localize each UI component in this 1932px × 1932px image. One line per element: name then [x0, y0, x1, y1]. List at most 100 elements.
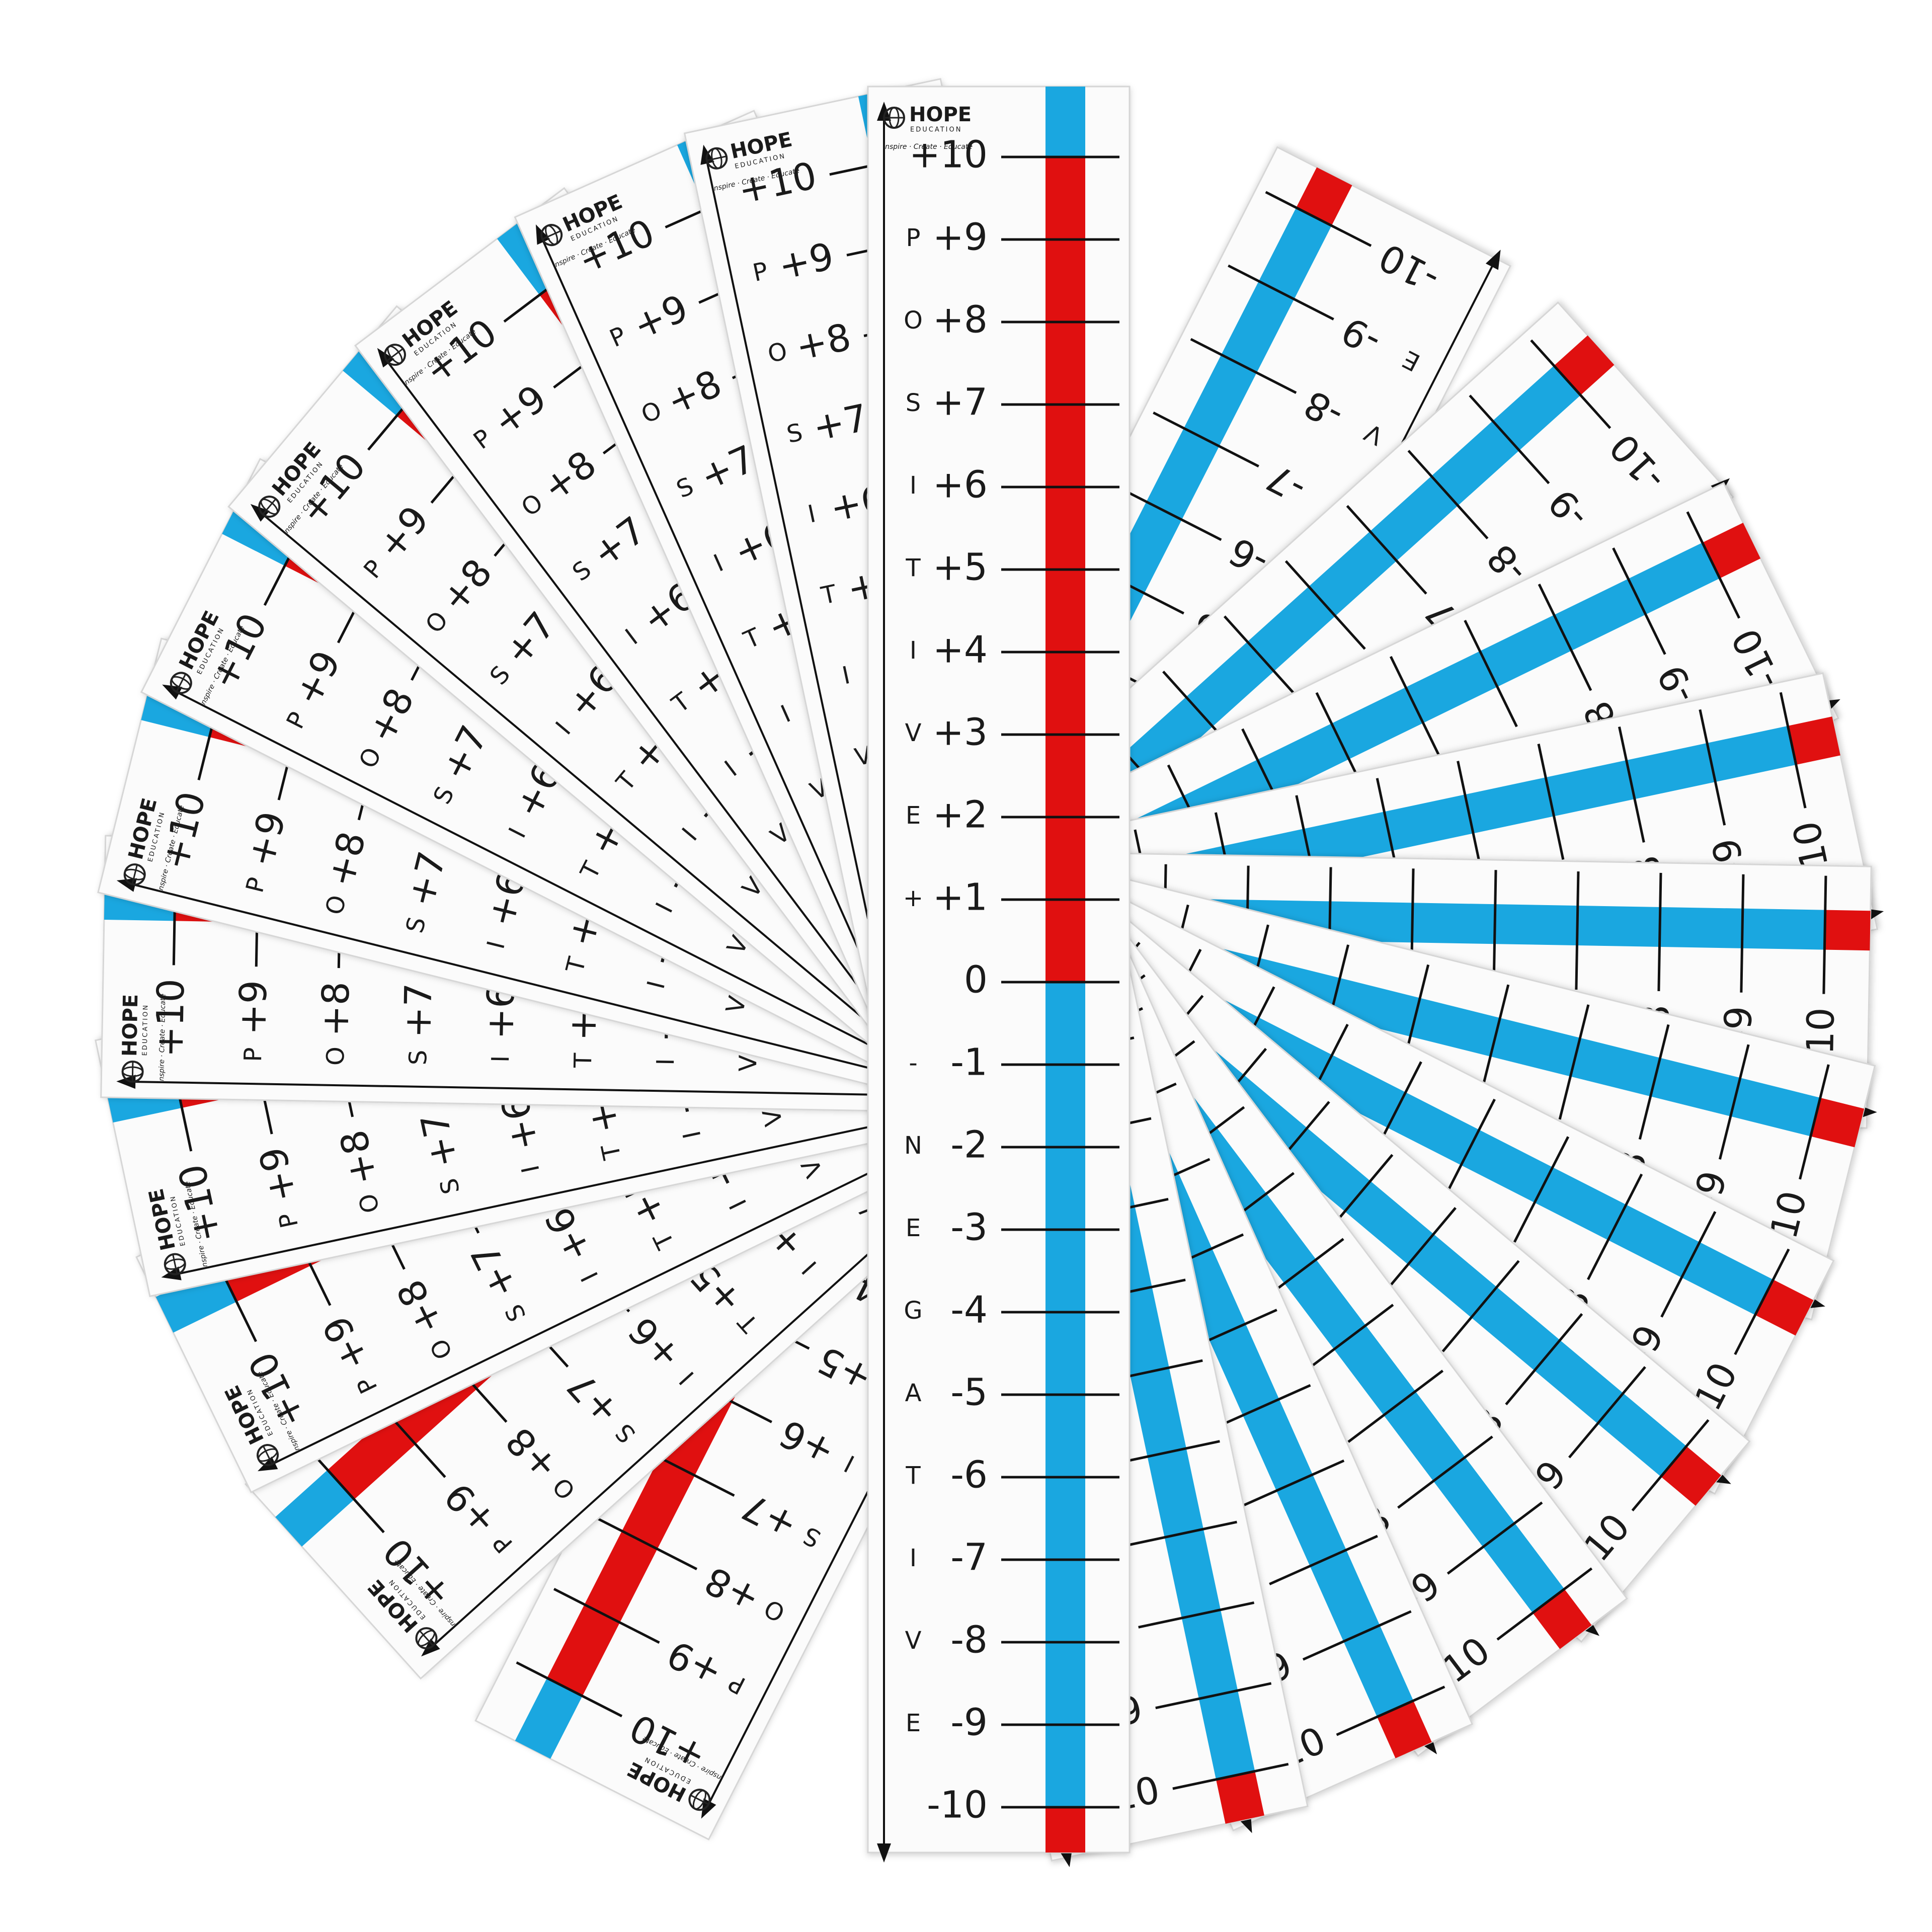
brand-tagline: Inspire · Create · Educate — [157, 994, 167, 1083]
logo-globe-line — [889, 107, 900, 129]
logo-globe-line — [131, 1061, 134, 1082]
logo-globe-line — [419, 1630, 434, 1647]
side-letter: T — [905, 1462, 921, 1490]
side-letter: A — [905, 1379, 922, 1407]
logo-globe-line — [386, 348, 404, 362]
side-letter: P — [239, 1047, 267, 1062]
tick — [1446, 1501, 1543, 1575]
tick — [1121, 1520, 1237, 1548]
side-letter: P — [906, 224, 921, 252]
side-letter: S — [404, 1050, 433, 1065]
side-letter: I — [910, 1544, 917, 1572]
logo-globe-line — [417, 1630, 435, 1647]
tick — [1492, 870, 1497, 989]
tick — [1587, 1173, 1643, 1280]
number-label: +4 — [933, 628, 988, 672]
red-band — [1824, 910, 1871, 951]
tick — [1799, 1064, 1830, 1180]
tick — [1298, 1304, 1394, 1377]
red-band — [1377, 1701, 1432, 1758]
logo-globe-line — [171, 676, 191, 690]
logo-globe-line — [172, 1254, 178, 1274]
arrow-head — [116, 878, 137, 892]
number-label: -8 — [950, 1619, 988, 1662]
tick — [1740, 874, 1745, 993]
blue-band — [275, 1470, 355, 1547]
tick — [1138, 1601, 1255, 1629]
tick — [1347, 1370, 1444, 1443]
tick — [1407, 450, 1489, 540]
arrow-head — [701, 1798, 716, 1819]
logo-globe-line — [176, 673, 187, 692]
number-label: 0 — [964, 958, 988, 1002]
arrow-head — [116, 1075, 136, 1089]
logo-globe-line — [124, 868, 145, 880]
side-letter: O — [904, 306, 923, 335]
tick — [1575, 871, 1580, 990]
red-band — [1755, 1279, 1814, 1336]
tick — [1631, 1419, 1710, 1511]
red-band — [1810, 1097, 1865, 1148]
red-band — [1533, 1589, 1592, 1649]
red-band — [1045, 1807, 1085, 1853]
tick — [1190, 338, 1297, 394]
tick — [516, 1661, 623, 1718]
side-letter: I — [652, 1058, 680, 1066]
tick — [1660, 1211, 1717, 1318]
tick — [1538, 584, 1592, 691]
arrow-head — [162, 684, 183, 700]
arrow-head — [877, 1843, 891, 1863]
brand-name: HOPE — [118, 994, 142, 1057]
arrow-head — [1485, 250, 1501, 270]
tick — [1478, 984, 1510, 1100]
arrow-head — [877, 102, 891, 121]
side-letter: E — [906, 1214, 921, 1242]
number-label: -5 — [950, 1371, 988, 1414]
tick — [1558, 1004, 1590, 1120]
side-letter: E — [906, 1709, 921, 1737]
brand-sub: EDUCATION — [141, 1004, 150, 1056]
logo-globe-line — [690, 1794, 709, 1805]
tick — [1568, 1366, 1646, 1459]
tick — [1153, 411, 1259, 468]
number-label: +7 — [933, 381, 988, 424]
tick — [1530, 339, 1612, 429]
red-band — [1702, 523, 1761, 579]
tick — [1223, 615, 1305, 705]
side-letter: S — [906, 389, 921, 417]
number-label: +3 — [933, 711, 988, 754]
side-letter: O — [321, 1046, 350, 1066]
tick — [1657, 872, 1662, 991]
tick — [1537, 744, 1565, 860]
number-label: -2 — [950, 1123, 988, 1167]
tick — [1612, 547, 1666, 655]
red-band — [1661, 1446, 1721, 1506]
logo-globe-line — [164, 1258, 186, 1270]
logo-globe-line — [262, 498, 277, 515]
side-letter: I — [487, 1055, 515, 1063]
tick — [1397, 1435, 1493, 1509]
logo-globe-line — [711, 147, 722, 169]
tick — [1618, 726, 1645, 843]
strip-card — [867, 86, 1131, 1854]
side-letter: V — [905, 719, 922, 747]
tick — [1441, 1260, 1520, 1352]
tick — [553, 1587, 660, 1644]
arrow-head — [250, 504, 270, 522]
blue-band — [515, 1678, 583, 1759]
number-label: -6 — [950, 1454, 988, 1497]
tick — [1235, 1459, 1345, 1510]
logo-globe-line — [260, 498, 279, 515]
tick — [1115, 485, 1222, 541]
number-label: -7 — [950, 1536, 988, 1579]
number-label: +8 — [313, 981, 358, 1037]
tick — [1346, 505, 1427, 595]
arrow-head — [258, 1456, 278, 1472]
tick — [1469, 394, 1550, 485]
tick — [1734, 1248, 1790, 1355]
logo-globe-line — [542, 230, 561, 240]
tick — [1505, 1313, 1583, 1406]
